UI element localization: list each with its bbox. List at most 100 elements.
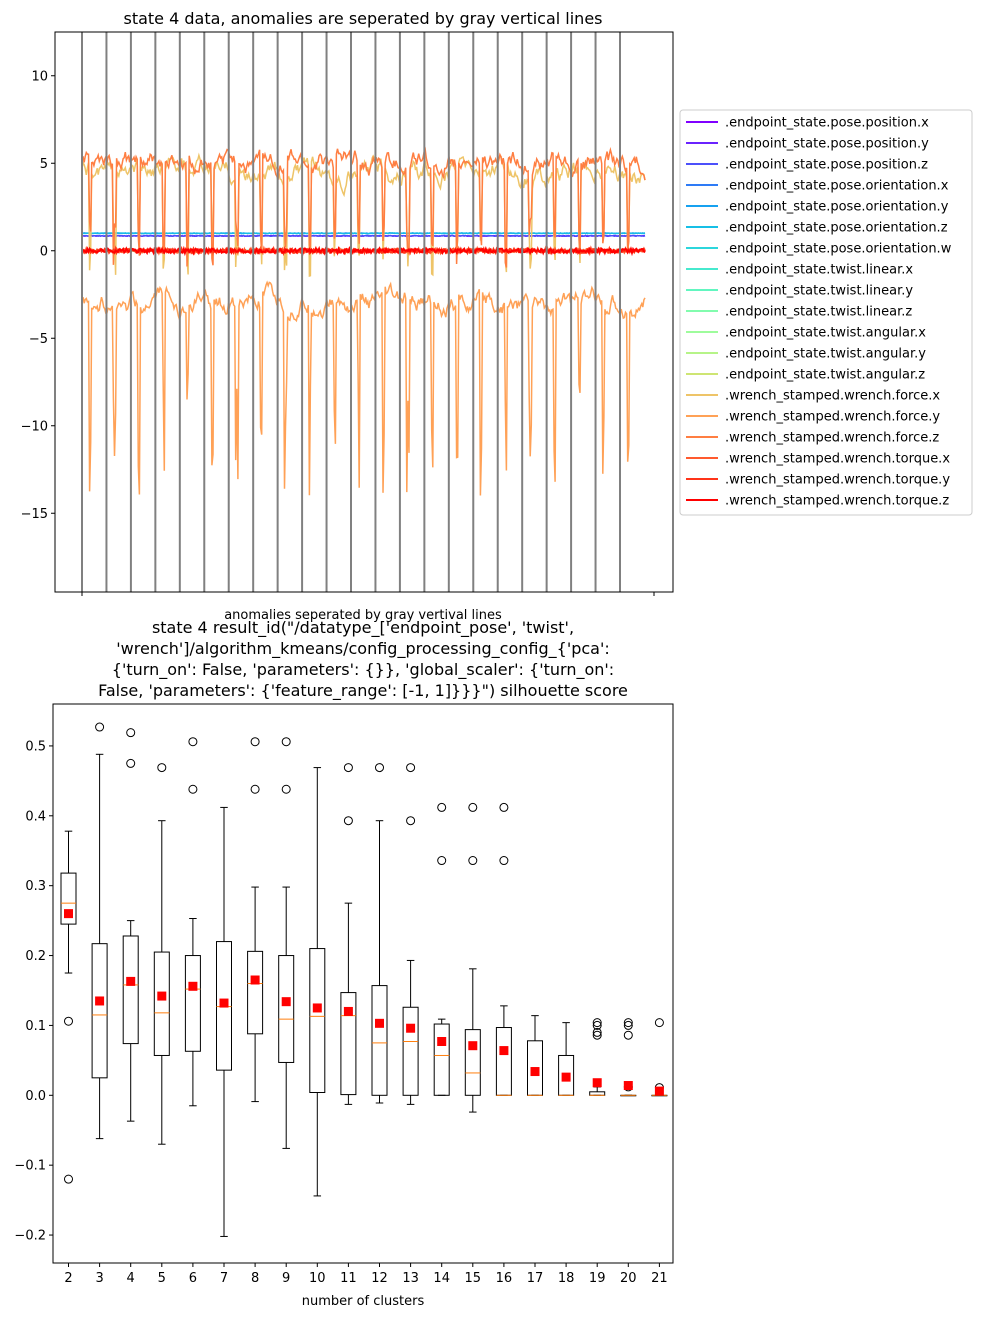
flier-0 (281, 737, 291, 747)
bottom-title-line-0: state 4 result_id("/datatype_['endpoint_… (152, 618, 574, 638)
legend-frame (679, 109, 973, 516)
bottom-chart-title: state 4 result_id("/datatype_['endpoint_… (98, 618, 628, 701)
flier-0 (468, 802, 478, 812)
legend-label-4: .endpoint_state.pose.orientation.y (725, 200, 949, 215)
flier-3 (592, 1030, 602, 1040)
box-14 (433, 802, 450, 1096)
bottom-y-tick-label-7: −0.2 (14, 1229, 46, 1244)
mean-marker (250, 975, 260, 985)
legend-label-17: .wrench_stamped.wrench.torque.y (725, 473, 950, 488)
box-19 (589, 1018, 606, 1096)
bottom-x-tick-label-9: 9 (282, 1271, 290, 1286)
top-y-tick-label-2: 0 (40, 244, 48, 259)
mean-marker (654, 1086, 664, 1096)
flier-0 (592, 1018, 602, 1028)
bottom-y-tick-label-2: 0.3 (25, 879, 46, 894)
legend-label-13: .wrench_stamped.wrench.force.x (725, 389, 940, 404)
box-16 (495, 802, 512, 1096)
legend-label-8: .endpoint_state.twist.linear.y (725, 284, 913, 299)
bottom-plot-area (53, 704, 673, 1263)
legend-label-0: .endpoint_state.pose.position.x (725, 116, 929, 131)
bottom-x-tick-label-8: 8 (251, 1271, 259, 1286)
box-body (340, 992, 357, 1096)
flier-1 (623, 1020, 633, 1030)
top-series-lines (81, 146, 646, 496)
box-17 (527, 1015, 543, 1096)
box-body (464, 1029, 481, 1096)
bottom-x-tick-label-13: 13 (402, 1271, 419, 1286)
box-plots (60, 722, 668, 1237)
flier-1 (406, 816, 416, 826)
box-body (184, 955, 201, 1052)
flier-0 (343, 763, 353, 773)
box-10 (309, 767, 326, 1197)
box-15 (464, 802, 481, 1113)
bottom-y-tick-label-1: 0.4 (25, 809, 46, 824)
legend-label-6: .endpoint_state.pose.orientation.w (725, 242, 952, 257)
box-11 (340, 763, 357, 1105)
bottom-chart: state 4 result_id("/datatype_['endpoint_… (14, 618, 674, 1309)
bottom-y-tick-label-3: 0.2 (25, 949, 46, 964)
box-13 (402, 763, 419, 1105)
flier-1 (250, 784, 260, 794)
flier-1 (592, 1020, 602, 1030)
legend-label-1: .endpoint_state.pose.position.y (725, 137, 929, 152)
mean-marker (530, 1067, 540, 1077)
bottom-x-tick-label-18: 18 (558, 1271, 575, 1286)
flier-1 (437, 856, 447, 866)
box-4 (122, 728, 139, 1122)
mean-marker (64, 909, 73, 919)
flier-0 (499, 802, 509, 812)
bottom-y-axis: 0.5 0.4 0.3 0.2 0.1 0.0 −0.1 −0.2 (14, 739, 53, 1244)
bottom-x-tick-label-4: 4 (127, 1271, 135, 1286)
flier-1 (64, 1174, 73, 1184)
mean-marker (312, 1003, 322, 1013)
flier-1 (188, 784, 198, 794)
mean-marker (281, 997, 291, 1007)
flier-0 (437, 802, 447, 812)
bottom-x-tick-label-3: 3 (95, 1271, 103, 1286)
top-plot-area (55, 32, 673, 592)
mean-marker (219, 998, 229, 1008)
series-line-5 (81, 231, 646, 235)
bottom-x-tick-label-11: 11 (340, 1271, 357, 1286)
box-body (91, 943, 108, 1079)
box-body (371, 985, 388, 1096)
bottom-x-axis-label: number of clusters (302, 1294, 425, 1309)
bottom-x-tick-label-21: 21 (651, 1271, 668, 1286)
box-9 (278, 737, 295, 1149)
bottom-x-axis: 2 3 4 5 6 7 8 9 10 11 12 13 14 15 16 17 18 19 20 21 (64, 1263, 668, 1286)
legend-label-11: .endpoint_state.twist.angular.y (725, 347, 926, 362)
box-body (309, 948, 326, 1094)
box-8 (247, 737, 264, 1103)
box-20 (620, 1018, 637, 1097)
flier-2 (623, 1030, 633, 1040)
top-y-tick-label-5: −15 (21, 507, 48, 522)
series-line-15 (82, 146, 646, 268)
bottom-title-line-1: 'wrench']/algorithm_kmeans/config_proces… (116, 639, 610, 659)
mean-marker (375, 1018, 384, 1028)
mean-marker (561, 1072, 571, 1082)
series-line-18 (81, 245, 646, 257)
box-5 (153, 763, 170, 1145)
legend: .endpoint_state.pose.position.x .endpoint… (679, 109, 973, 516)
legend-label-7: .endpoint_state.twist.linear.x (725, 263, 913, 278)
legend-label-3: .endpoint_state.pose.orientation.x (725, 179, 949, 194)
flier-2 (592, 1027, 602, 1037)
top-plot-frame (54, 31, 674, 593)
flier-1 (126, 758, 136, 768)
box-body (122, 935, 139, 1045)
legend-label-9: .endpoint_state.twist.linear.z (725, 305, 912, 320)
box-body (216, 941, 232, 1071)
top-y-tick-label-4: −10 (21, 419, 48, 434)
mean-marker (592, 1078, 602, 1088)
flier-0 (157, 763, 167, 773)
bottom-title-line-3: False, 'parameters': {'feature_range': [… (98, 681, 628, 701)
mean-marker (157, 991, 167, 1001)
top-y-tick-label-0: 10 (31, 69, 48, 84)
box-body (402, 1006, 419, 1096)
bottom-y-tick-label-6: −0.1 (14, 1159, 46, 1174)
bottom-x-tick-label-20: 20 (620, 1271, 637, 1286)
bottom-x-tick-label-12: 12 (371, 1271, 388, 1286)
